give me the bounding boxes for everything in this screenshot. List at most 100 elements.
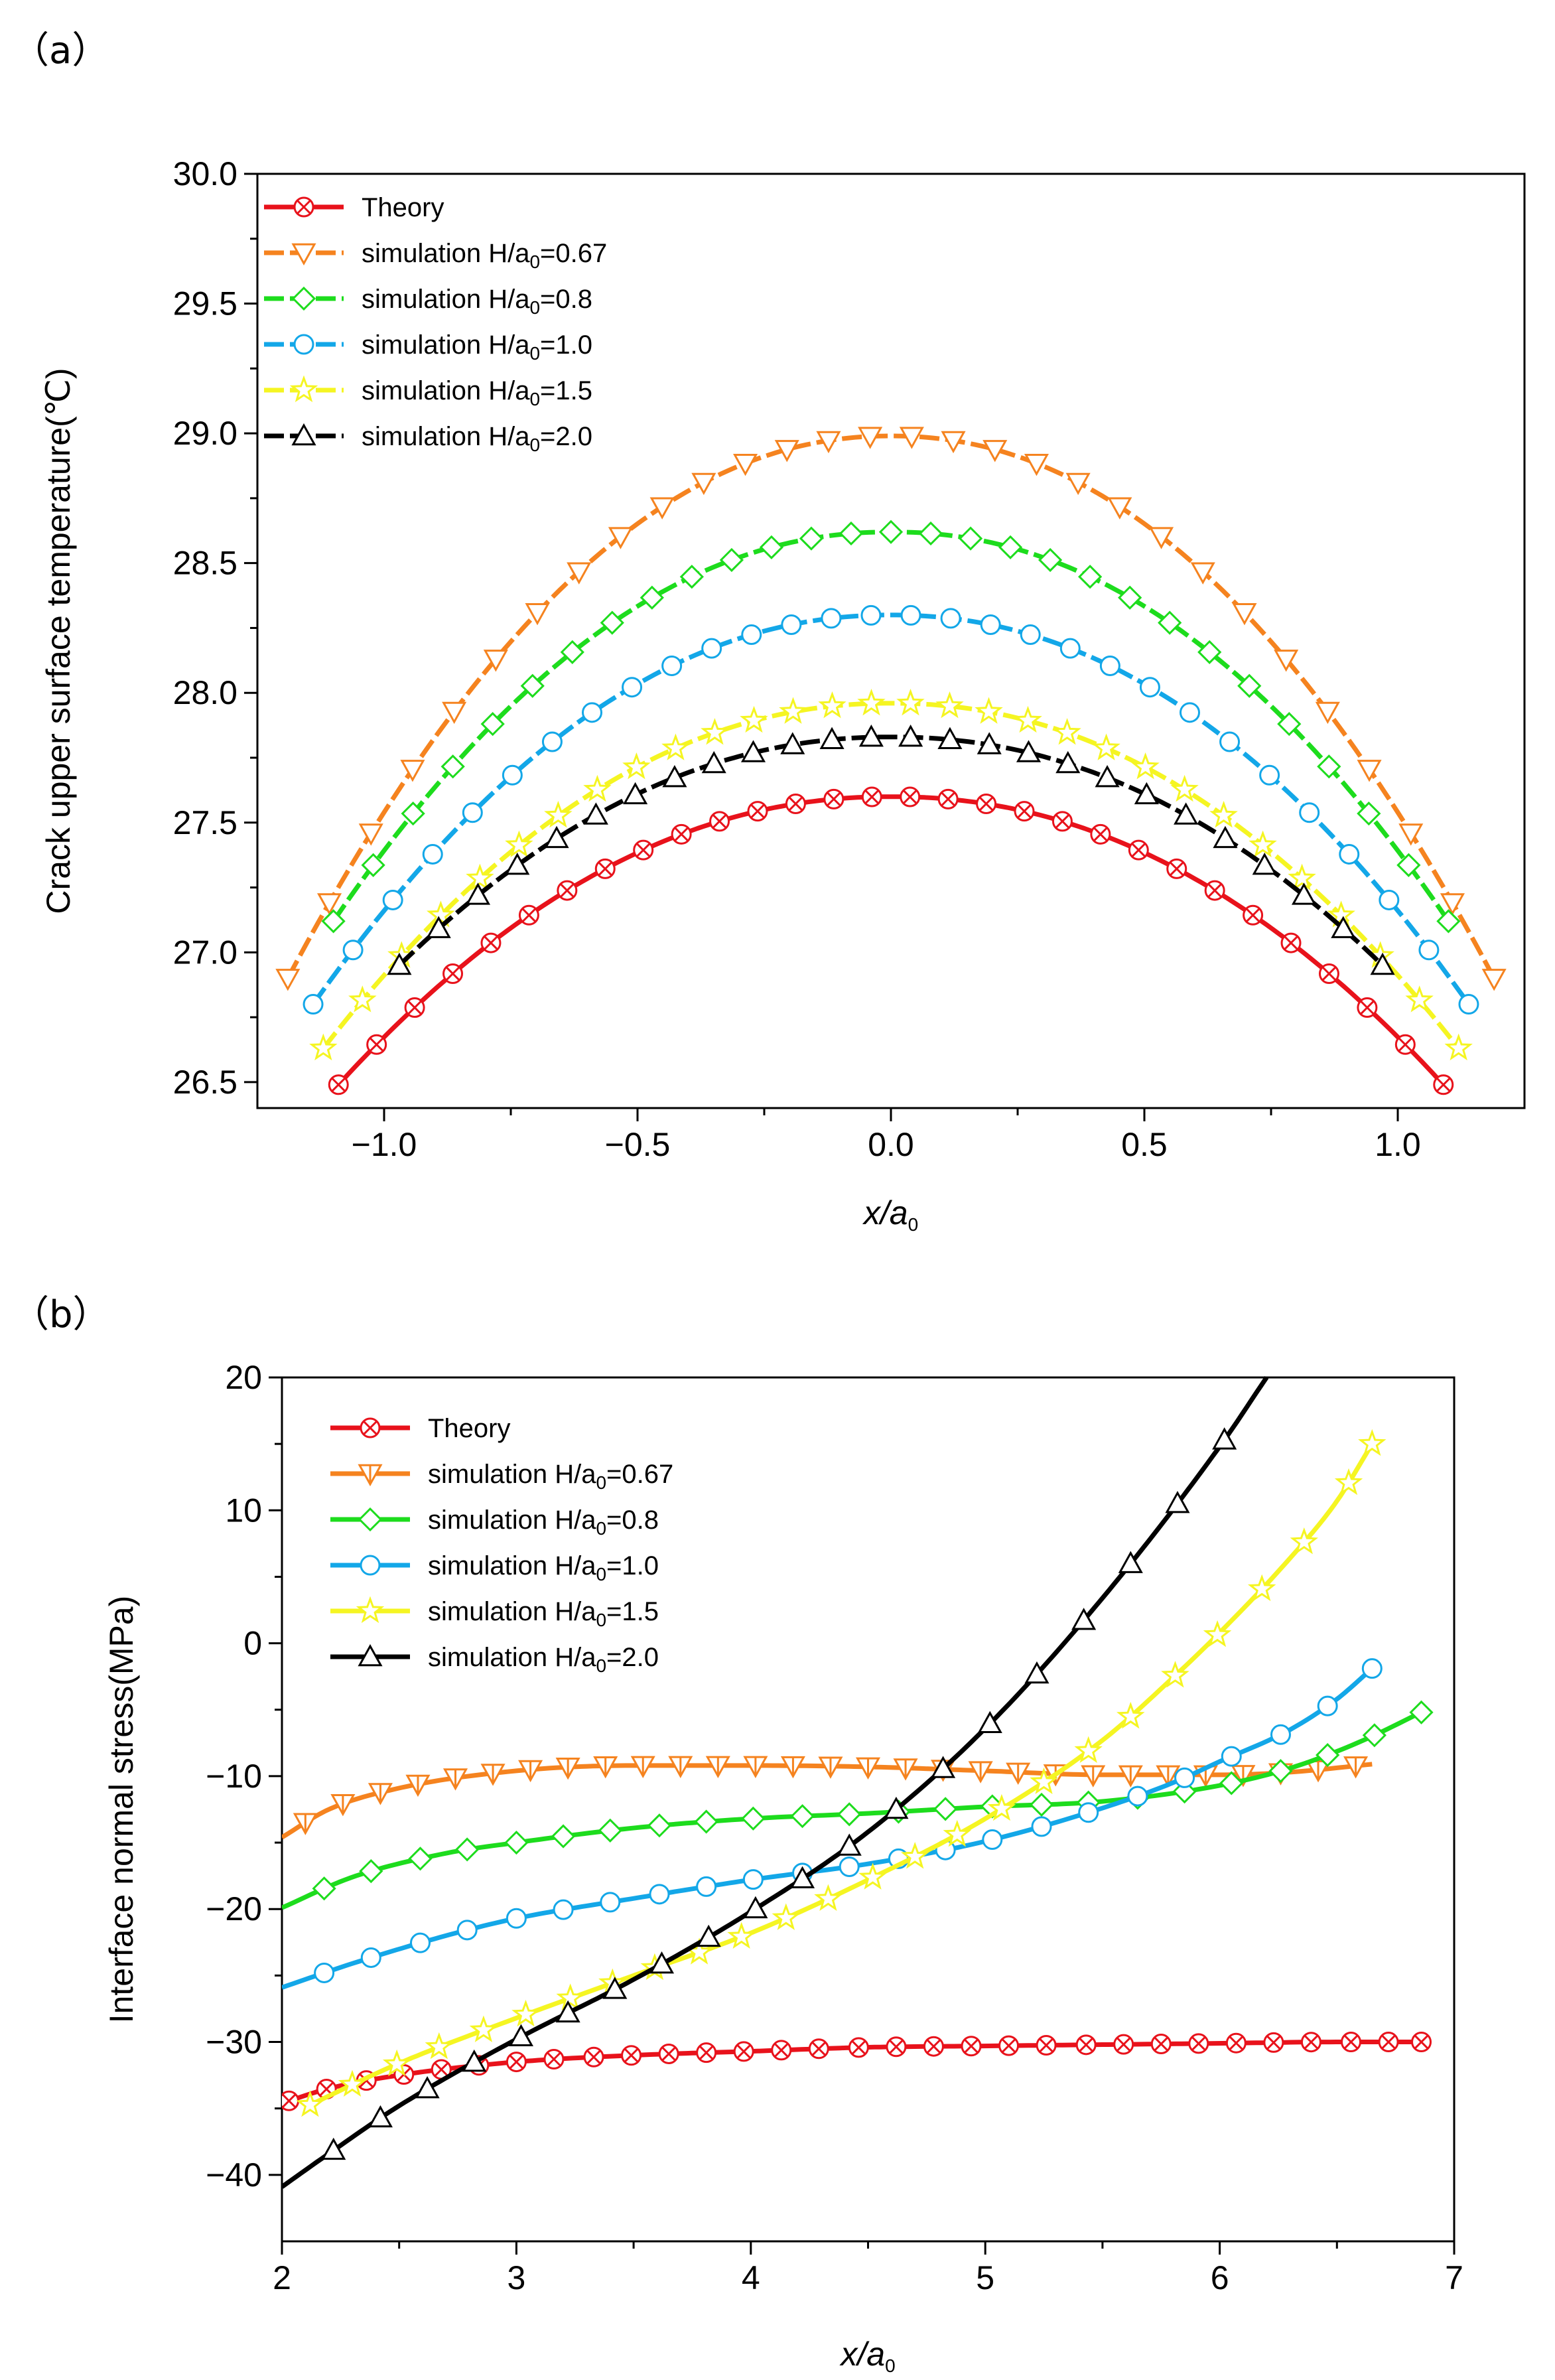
legend-marker-cross	[363, 1421, 377, 1435]
data-point	[781, 614, 802, 636]
data-point	[727, 1922, 756, 1949]
data-point-cross	[1414, 2034, 1429, 2050]
data-point	[608, 527, 633, 549]
data-point	[814, 1884, 843, 1912]
data-point	[1055, 750, 1081, 774]
data-point	[312, 1876, 336, 1901]
data-point	[1440, 893, 1465, 916]
data-point	[937, 727, 963, 750]
data-point	[338, 2069, 367, 2097]
data-point-cross	[624, 2048, 639, 2063]
y-tick-label: 28.0	[173, 674, 237, 711]
y-tick-label: −20	[206, 1890, 262, 1927]
data-point	[1071, 1608, 1097, 1630]
legend-marker	[289, 375, 318, 403]
data-point	[1165, 1490, 1190, 1513]
data-point-cross	[407, 1000, 422, 1015]
data-point-cross	[699, 2046, 714, 2060]
x-tick-label: 5	[976, 2259, 994, 2296]
data-point	[1237, 673, 1262, 698]
data-point	[1249, 830, 1277, 858]
legend-label-value: =1.0	[540, 330, 592, 360]
y-tick-label: 0	[243, 1625, 262, 1662]
x-tick-label: 2	[273, 2259, 291, 2296]
data-point-cross	[445, 966, 460, 981]
data-point	[982, 1829, 1003, 1851]
legend-label-sub: 0	[529, 251, 540, 272]
series-3	[282, 1658, 1383, 1990]
data-point	[649, 497, 675, 520]
legend-label-value: =0.8	[606, 1505, 659, 1535]
y-tick-label: −40	[206, 2156, 262, 2194]
data-point	[1174, 1767, 1195, 1788]
data-point	[600, 1892, 621, 1913]
data-point	[774, 440, 799, 462]
data-point	[900, 1842, 929, 1869]
data-point	[1290, 1527, 1318, 1555]
data-point-cross	[941, 792, 955, 806]
data-point	[1197, 640, 1222, 664]
data-point-cross	[674, 827, 689, 841]
data-point	[1268, 1759, 1293, 1784]
chart-a: （a） −1.0 −0.5 0.0 0.5 1.0 26.5 27.0 27.5 28.0 28.5…	[12, 29, 1526, 1235]
data-point	[1029, 1792, 1054, 1817]
chart-b: （b）2 3 4 5 6 7−40−30−20−1001020x/a0Interface …	[12, 1293, 1463, 2376]
y-tick-label: 29.0	[173, 415, 237, 452]
x-tick-label: 0.5	[1121, 1126, 1168, 1163]
data-point	[933, 1797, 958, 1821]
data-point-cross	[1131, 843, 1146, 857]
data-point	[440, 754, 465, 779]
data-point	[1053, 718, 1081, 745]
legend-label-sub: 0	[596, 1472, 606, 1493]
data-point	[1270, 1724, 1291, 1745]
legend-label-main: simulation H/a	[428, 1643, 596, 1672]
data-point	[799, 526, 824, 551]
y-tick-label: 10	[225, 1492, 262, 1529]
y-tick-label: 20	[225, 1359, 262, 1396]
data-point	[661, 655, 683, 676]
data-point	[508, 2024, 534, 2047]
data-point	[555, 2000, 580, 2023]
data-point	[1317, 1695, 1338, 1716]
data-point	[1134, 782, 1159, 805]
data-point	[1252, 853, 1277, 875]
legend-label: simulation H/a0=2.0	[428, 1643, 659, 1676]
y-tick-label: 27.5	[173, 804, 237, 841]
data-point	[1116, 1701, 1145, 1729]
data-point	[1357, 760, 1382, 782]
data-point	[741, 1806, 766, 1831]
series-line	[321, 701, 1461, 1050]
x-tick-label: 3	[507, 2259, 525, 2296]
data-point	[321, 2137, 346, 2160]
data-point	[1213, 825, 1238, 849]
data-point	[483, 650, 508, 672]
data-point	[858, 1862, 887, 1890]
data-point	[422, 843, 443, 865]
data-point	[772, 1903, 801, 1930]
data-point	[931, 1756, 956, 1778]
data-point	[858, 725, 884, 747]
data-point	[837, 1833, 862, 1856]
data-point	[623, 782, 648, 805]
legend-label: simulation H/a0=0.8	[428, 1505, 659, 1539]
data-point	[987, 1793, 1016, 1821]
data-point	[425, 2032, 454, 2060]
data-point	[1127, 1785, 1148, 1807]
x-axis-title: x/a0	[862, 1194, 918, 1235]
data-point	[622, 752, 651, 780]
series-line	[397, 735, 1385, 967]
data-point	[1379, 889, 1400, 910]
data-point	[977, 1711, 1002, 1734]
data-point	[732, 454, 758, 476]
x-tick-label: −1.0	[352, 1126, 417, 1163]
legend-label-sub: 0	[596, 1518, 606, 1539]
x-tick-label: 0.0	[868, 1126, 914, 1163]
data-point-cross	[1079, 2038, 1093, 2052]
data-point	[408, 1847, 433, 1871]
data-point	[600, 610, 624, 635]
data-point	[1418, 940, 1440, 961]
data-point	[662, 765, 687, 788]
data-point-cross	[484, 936, 498, 950]
data-point	[382, 2049, 411, 2077]
data-point-cross	[889, 2040, 904, 2054]
